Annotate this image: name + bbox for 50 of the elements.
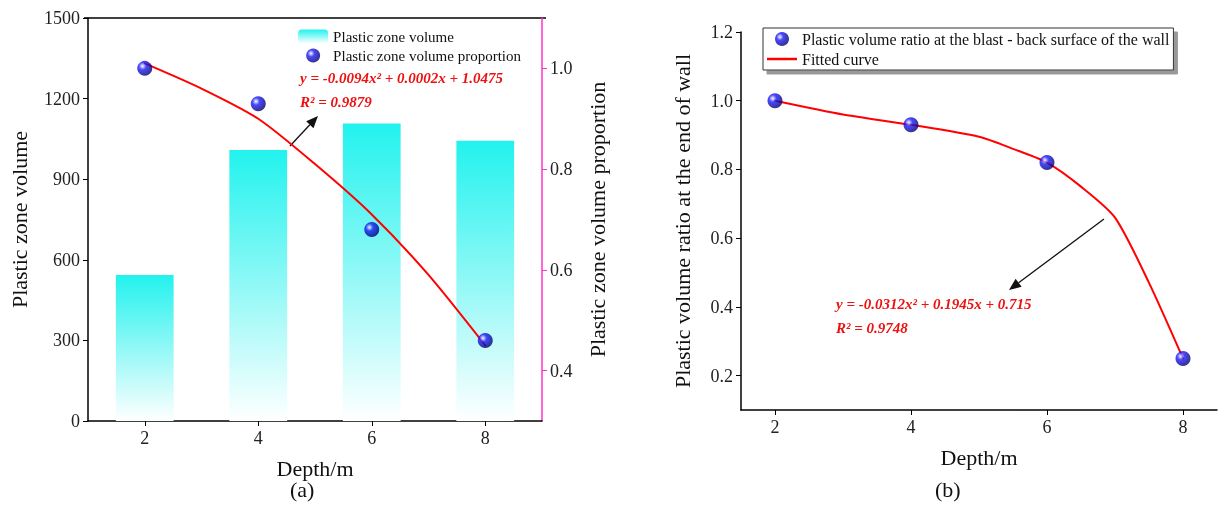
bar bbox=[342, 123, 401, 421]
y-tick-label: 900 bbox=[53, 169, 80, 190]
x-tick-label: 4 bbox=[906, 417, 916, 437]
point bbox=[1039, 155, 1055, 171]
bar bbox=[456, 140, 515, 421]
x-tick-label: 2 bbox=[770, 417, 780, 437]
y2-axis-title: Plastic zone volume proportion bbox=[584, 81, 610, 358]
point bbox=[137, 60, 153, 76]
legend-label: Plastic zone volume bbox=[333, 28, 455, 45]
point bbox=[767, 93, 783, 109]
annotation: y = -0.0094x² + 0.0002x + 1.0475 bbox=[298, 69, 504, 86]
annotation: R² = 0.9879 bbox=[299, 93, 373, 110]
bar bbox=[115, 275, 174, 421]
legend-label: Plastic zone volume proportion bbox=[333, 47, 522, 64]
point bbox=[903, 117, 919, 133]
y2-tick-label: 0.4 bbox=[550, 360, 573, 381]
point bbox=[250, 96, 266, 112]
y-tick-label: 1.2 bbox=[710, 22, 733, 42]
point bbox=[477, 332, 493, 348]
bar bbox=[229, 149, 288, 421]
annotation: y = -0.0312x² + 0.1945x + 0.715 bbox=[834, 295, 1033, 312]
y-tick-label: 1500 bbox=[44, 8, 80, 28]
annotation: R² = 0.9748 bbox=[835, 319, 909, 336]
y-axis-title: Plastic volume ratio at the end of wall bbox=[669, 53, 695, 389]
y-tick-label: 0.4 bbox=[710, 296, 733, 317]
y-tick-label: 0.2 bbox=[710, 365, 733, 386]
y-tick-label: 0 bbox=[71, 411, 80, 431]
x-axis-title: Depth/m bbox=[276, 455, 354, 481]
y2-tick-label: 1.0 bbox=[550, 58, 573, 79]
x-tick-label: 8 bbox=[480, 428, 490, 448]
point bbox=[1175, 350, 1191, 366]
x-tick-label: 2 bbox=[140, 428, 150, 448]
x-tick-label: 8 bbox=[1178, 417, 1188, 437]
point bbox=[364, 222, 380, 238]
y2-tick-label: 0.6 bbox=[550, 259, 573, 280]
x-tick-label: 6 bbox=[1042, 417, 1052, 437]
y-tick-label: 0.8 bbox=[710, 159, 733, 180]
y-tick-label: 1.0 bbox=[710, 90, 733, 111]
text: (b) bbox=[935, 476, 961, 502]
legend-label: Fitted curve bbox=[802, 50, 879, 68]
x-tick-label: 4 bbox=[253, 428, 263, 448]
y-tick-label: 0.6 bbox=[710, 228, 733, 249]
legend-label: Plastic volume ratio at the blast - back surface of the wall bbox=[802, 30, 1170, 48]
y2-tick-label: 0.8 bbox=[550, 159, 573, 180]
x-tick-label: 6 bbox=[367, 428, 377, 448]
y-tick-label: 300 bbox=[53, 330, 80, 351]
y-tick-label: 600 bbox=[53, 249, 80, 270]
y-axis-title: Plastic zone volume bbox=[6, 130, 32, 309]
y-tick-label: 1200 bbox=[44, 88, 80, 109]
x-axis-title: Depth/m bbox=[940, 444, 1018, 470]
